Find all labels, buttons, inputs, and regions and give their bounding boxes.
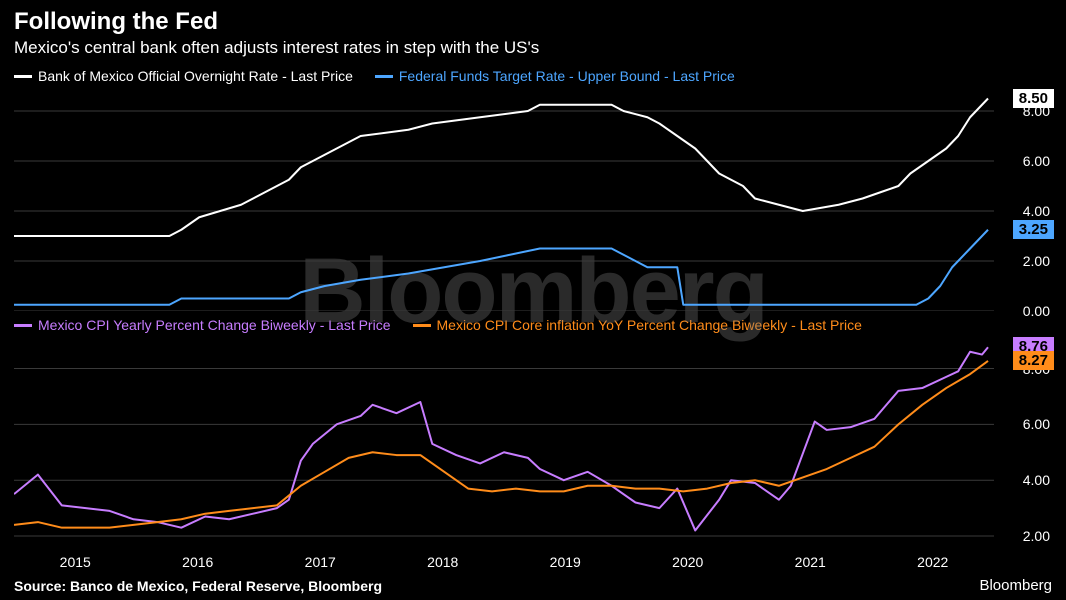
x-axis: 20152016201720182019202020212022 <box>0 550 1066 574</box>
footer: Source: Banco de Mexico, Federal Reserve… <box>0 574 1066 600</box>
legend-swatch <box>14 324 32 327</box>
legend-item: Mexico CPI Core inflation YoY Percent Ch… <box>413 317 862 333</box>
legend-swatch <box>413 324 431 327</box>
x-tick: 2020 <box>627 554 750 570</box>
legend-label: Mexico CPI Core inflation YoY Percent Ch… <box>437 317 862 333</box>
x-tick: 2016 <box>137 554 260 570</box>
x-tick: 2015 <box>14 554 137 570</box>
legend-item: Bank of Mexico Official Overnight Rate -… <box>14 68 353 84</box>
legend-swatch <box>375 75 393 78</box>
legend-label: Mexico CPI Yearly Percent Change Biweekl… <box>38 317 391 333</box>
y-tick-label: 2.00 <box>1023 528 1050 544</box>
panel1-legend: Bank of Mexico Official Overnight Rate -… <box>0 62 1066 86</box>
x-tick: 2018 <box>382 554 505 570</box>
series-end-label: 3.25 <box>1013 220 1054 239</box>
x-tick: 2021 <box>749 554 872 570</box>
panel2-svg <box>14 335 1052 550</box>
legend-item: Federal Funds Target Rate - Upper Bound … <box>375 68 735 84</box>
x-tick: 2022 <box>872 554 995 570</box>
y-tick-label: 4.00 <box>1023 472 1050 488</box>
panel1: 0.002.004.006.008.008.503.25 <box>14 86 1052 311</box>
series-end-label: 8.27 <box>1013 351 1054 370</box>
legend-item: Mexico CPI Yearly Percent Change Biweekl… <box>14 317 391 333</box>
y-tick-label: 6.00 <box>1023 416 1050 432</box>
legend-swatch <box>14 75 32 78</box>
source-text: Source: Banco de Mexico, Federal Reserve… <box>14 578 382 594</box>
legend-label: Bank of Mexico Official Overnight Rate -… <box>38 68 353 84</box>
panel2-legend: Mexico CPI Yearly Percent Change Biweekl… <box>0 311 1066 335</box>
header: Following the Fed Mexico's central bank … <box>0 0 1066 62</box>
y-tick-label: 2.00 <box>1023 253 1050 269</box>
x-tick: 2019 <box>504 554 627 570</box>
footer-brand: Bloomberg <box>979 577 1052 594</box>
x-tick: 2017 <box>259 554 382 570</box>
chart-subtitle: Mexico's central bank often adjusts inte… <box>14 38 1052 58</box>
panel2: 2.004.006.008.008.768.27 <box>14 335 1052 550</box>
panel1-svg <box>14 86 1052 311</box>
chart-container: Bloomberg Following the Fed Mexico's cen… <box>0 0 1066 600</box>
y-tick-label: 0.00 <box>1023 303 1050 319</box>
legend-label: Federal Funds Target Rate - Upper Bound … <box>399 68 735 84</box>
series-end-label: 8.50 <box>1013 89 1054 108</box>
y-tick-label: 4.00 <box>1023 203 1050 219</box>
chart-title: Following the Fed <box>14 8 1052 36</box>
y-tick-label: 6.00 <box>1023 153 1050 169</box>
